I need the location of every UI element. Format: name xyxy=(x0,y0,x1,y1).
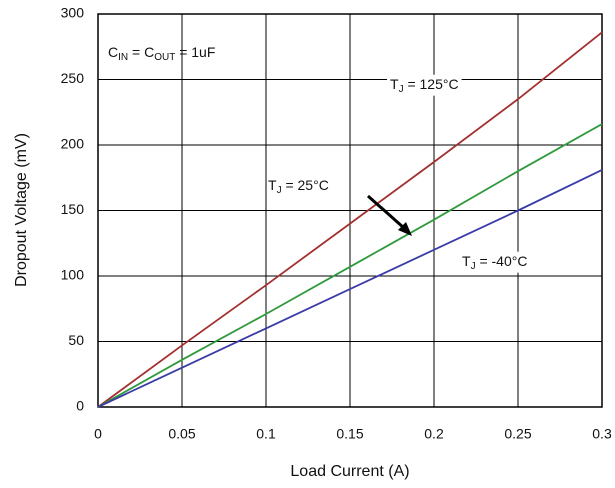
series-label: TJ = 125°C xyxy=(390,76,459,95)
x-tick-label: 0.25 xyxy=(504,426,531,442)
series-label: TJ = -40°C xyxy=(462,253,527,272)
y-tick-label: 250 xyxy=(61,70,85,86)
x-tick-label: 0 xyxy=(94,426,102,442)
y-tick-label: 150 xyxy=(61,201,85,217)
x-tick-label: 0.3 xyxy=(592,426,612,442)
x-tick-label: 0.05 xyxy=(168,426,195,442)
x-axis-label: Load Current (A) xyxy=(290,463,409,480)
text-part: = 25°C xyxy=(282,177,329,193)
text-part: T xyxy=(268,177,277,193)
series-line xyxy=(97,123,603,408)
text-part: = 125°C xyxy=(404,76,459,92)
text-part: J xyxy=(471,261,476,272)
y-tick-label: 200 xyxy=(61,136,85,152)
text-part: J xyxy=(277,185,282,196)
series-line xyxy=(97,169,603,408)
text-part: T xyxy=(390,76,399,92)
label-background xyxy=(387,74,462,96)
text-part: T xyxy=(462,253,471,269)
y-tick-label: 0 xyxy=(76,398,84,414)
text-part: C xyxy=(108,44,118,60)
label-background xyxy=(459,251,531,273)
y-axis-label: Dropout Voltage (mV) xyxy=(13,133,30,287)
text-part: = -40°C xyxy=(476,253,528,269)
text-part: = 1uF xyxy=(175,44,215,60)
x-tick-label: 0.1 xyxy=(256,426,276,442)
x-tick-label: 0.2 xyxy=(424,426,444,442)
arrow-head xyxy=(398,222,412,236)
y-tick-label: 50 xyxy=(68,332,84,348)
series-line xyxy=(97,31,603,408)
series-label: TJ = 25°C xyxy=(268,177,329,196)
y-tick-label: 100 xyxy=(61,267,85,283)
text-part: = C xyxy=(128,44,154,60)
annotation: CIN = COUT = 1uF xyxy=(108,44,215,63)
text-part: OUT xyxy=(154,52,175,63)
y-tick-label: 300 xyxy=(61,5,85,21)
arrow-line xyxy=(367,194,405,230)
text-part: J xyxy=(399,84,404,95)
x-tick-label: 0.15 xyxy=(336,426,363,442)
text-part: IN xyxy=(118,52,128,63)
